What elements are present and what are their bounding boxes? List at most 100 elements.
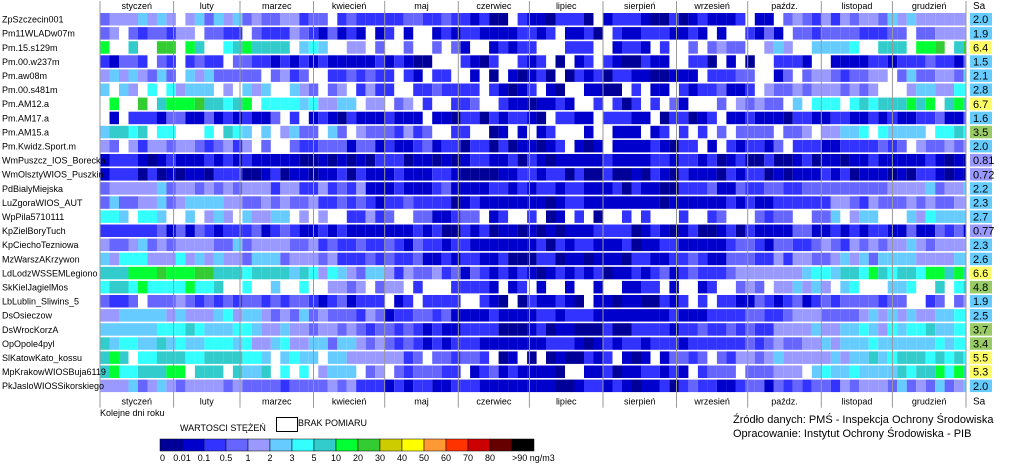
station-label: Pm.00.s481m xyxy=(2,85,58,95)
legend-swatch xyxy=(445,438,469,452)
legend-swatch xyxy=(159,438,183,452)
station-label: Pm.AM15.a xyxy=(2,127,49,137)
heatmap-cell xyxy=(251,379,262,393)
heatmap-cell xyxy=(460,280,471,294)
heatmap-cell xyxy=(536,379,547,393)
heatmap-cell xyxy=(897,351,907,364)
heatmap-cell xyxy=(327,111,338,125)
station-label: DsOsieczow xyxy=(2,311,53,321)
heatmap-cell xyxy=(555,238,565,252)
heatmap-cell xyxy=(261,252,271,266)
heatmap-cell xyxy=(327,238,338,252)
heatmap-cell xyxy=(375,379,385,393)
heatmap-cell xyxy=(261,351,271,364)
heatmap-cell xyxy=(707,139,717,153)
heatmap-cell xyxy=(897,41,907,54)
heatmap-cell xyxy=(906,224,917,237)
heatmap-cell xyxy=(821,379,831,393)
heatmap-cell xyxy=(650,83,660,96)
heatmap-cell xyxy=(109,365,119,378)
heatmap-cell xyxy=(251,210,262,223)
heatmap-cell xyxy=(897,27,907,40)
heatmap-cell xyxy=(375,154,385,167)
heatmap-cell xyxy=(346,238,357,252)
heatmap-cell xyxy=(166,139,176,153)
heatmap-cell xyxy=(451,97,461,111)
heatmap-cell xyxy=(232,309,243,322)
month-label: grudzień xyxy=(912,1,947,11)
heatmap-cell xyxy=(299,139,309,153)
heatmap-cell xyxy=(745,351,755,364)
heatmap-cell xyxy=(707,280,717,294)
heatmap-cell xyxy=(403,182,414,195)
heatmap-cell xyxy=(612,168,622,181)
heatmap-cell xyxy=(185,266,195,280)
heatmap-cell xyxy=(897,139,907,153)
heatmap-cell xyxy=(612,55,622,68)
heatmap-cell xyxy=(375,266,385,280)
heatmap-cell xyxy=(470,139,480,153)
heatmap-cell xyxy=(261,168,271,181)
heatmap-cell xyxy=(565,168,575,181)
heatmap-cell xyxy=(175,139,186,153)
heatmap-cell xyxy=(432,379,442,393)
heatmap-cell xyxy=(944,97,955,111)
heatmap-cell xyxy=(185,323,195,336)
heatmap-cell xyxy=(251,83,262,96)
heatmap-cell xyxy=(935,323,945,336)
heatmap-cell xyxy=(593,323,603,336)
heatmap-cell xyxy=(802,83,812,96)
heatmap-cell xyxy=(878,182,888,195)
heatmap-cell xyxy=(773,323,784,336)
heatmap-cell xyxy=(441,252,452,266)
heatmap-cell xyxy=(517,41,528,54)
heatmap-cell xyxy=(546,323,556,336)
heatmap-cell xyxy=(830,238,841,252)
heatmap-cell xyxy=(479,139,490,153)
heatmap-cell xyxy=(508,27,518,40)
heatmap-cell xyxy=(337,139,347,153)
heatmap-cell xyxy=(641,351,651,364)
heatmap-cell xyxy=(859,238,869,252)
heatmap-cell xyxy=(716,168,727,181)
heatmap-cell xyxy=(754,125,765,139)
heatmap-cell xyxy=(963,83,966,96)
heatmap-cell xyxy=(527,309,537,322)
heatmap-cell xyxy=(612,139,622,153)
annual-value-cell xyxy=(970,13,992,26)
heatmap-cell xyxy=(470,210,480,223)
heatmap-cell xyxy=(280,154,290,167)
heatmap-cell xyxy=(451,309,461,322)
heatmap-cell xyxy=(821,252,831,266)
heatmap-cell xyxy=(175,111,186,125)
heatmap-cell xyxy=(669,139,679,153)
heatmap-cell xyxy=(716,379,727,393)
heatmap-cell xyxy=(194,69,205,82)
heatmap-cell xyxy=(622,69,632,82)
heatmap-cell xyxy=(859,97,869,111)
heatmap-cell xyxy=(868,337,879,350)
heatmap-cell xyxy=(128,55,138,68)
heatmap-cell xyxy=(650,295,660,308)
heatmap-cell xyxy=(213,266,224,280)
heatmap-cell xyxy=(669,295,679,308)
heatmap-cell xyxy=(754,139,765,153)
heatmap-cell xyxy=(289,266,300,280)
heatmap-cell xyxy=(593,27,603,40)
heatmap-cell xyxy=(707,266,717,280)
heatmap-cell xyxy=(802,323,812,336)
heatmap-cell xyxy=(555,55,565,68)
heatmap-cell xyxy=(593,295,603,308)
heatmap-cell xyxy=(337,266,347,280)
heatmap-cell xyxy=(470,168,480,181)
heatmap-cell xyxy=(384,379,395,393)
heatmap-cell xyxy=(916,125,926,139)
heatmap-cell xyxy=(213,69,224,82)
heatmap-cell xyxy=(906,337,917,350)
heatmap-cell xyxy=(517,379,528,393)
heatmap-cell xyxy=(697,238,708,252)
heatmap-cell xyxy=(840,238,850,252)
heatmap-cell xyxy=(175,252,186,266)
legend-swatch xyxy=(379,438,403,452)
annual-value-cell xyxy=(970,379,992,393)
